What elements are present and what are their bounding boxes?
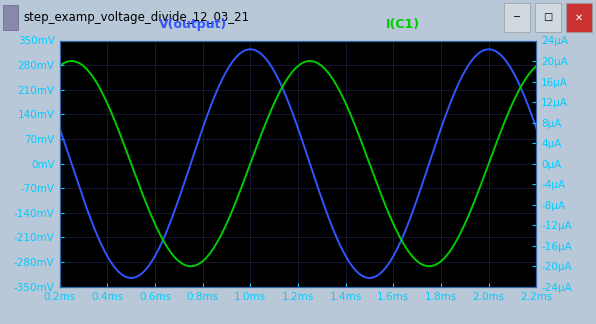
- Bar: [3, 5, 18, 30]
- Text: I(C1): I(C1): [386, 17, 420, 31]
- Text: ✕: ✕: [575, 13, 583, 22]
- Text: □: □: [543, 13, 552, 22]
- FancyBboxPatch shape: [566, 3, 592, 32]
- FancyBboxPatch shape: [504, 3, 530, 32]
- Text: V(output): V(output): [159, 17, 227, 31]
- Text: step_examp_voltage_divide_12_03_21: step_examp_voltage_divide_12_03_21: [24, 11, 250, 24]
- FancyBboxPatch shape: [535, 3, 561, 32]
- Text: −: −: [513, 13, 521, 22]
